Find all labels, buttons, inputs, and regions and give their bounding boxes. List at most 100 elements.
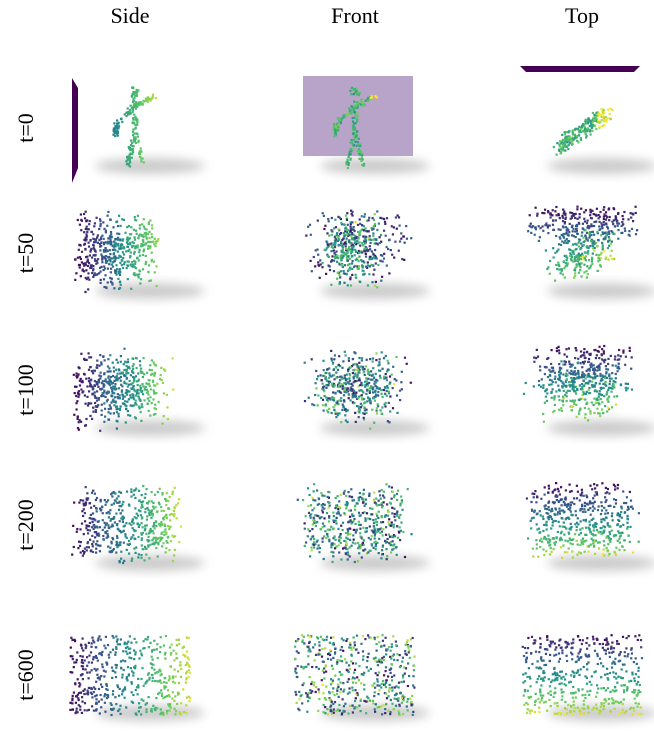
point bbox=[375, 513, 377, 515]
point bbox=[309, 224, 311, 226]
point bbox=[318, 498, 320, 500]
point bbox=[167, 418, 169, 420]
point bbox=[581, 386, 583, 388]
point bbox=[75, 402, 77, 404]
point bbox=[585, 527, 587, 529]
point bbox=[350, 399, 352, 401]
point bbox=[599, 216, 601, 218]
point bbox=[555, 390, 557, 392]
point bbox=[533, 357, 535, 359]
point bbox=[552, 209, 554, 211]
point bbox=[571, 378, 573, 380]
point bbox=[599, 221, 601, 223]
point bbox=[575, 349, 577, 351]
point bbox=[140, 151, 142, 153]
point bbox=[146, 519, 148, 521]
point bbox=[562, 526, 564, 528]
point bbox=[384, 223, 386, 225]
point bbox=[539, 510, 541, 512]
point bbox=[579, 248, 581, 250]
point bbox=[107, 535, 109, 537]
point bbox=[103, 278, 105, 280]
point bbox=[79, 256, 81, 258]
point bbox=[73, 414, 75, 416]
point bbox=[538, 380, 540, 382]
point bbox=[91, 370, 93, 372]
point bbox=[312, 523, 314, 525]
point bbox=[583, 264, 585, 266]
point bbox=[549, 260, 551, 262]
point bbox=[579, 213, 581, 215]
point bbox=[597, 350, 599, 352]
point bbox=[532, 548, 534, 550]
point bbox=[536, 215, 538, 217]
point bbox=[96, 366, 98, 368]
point bbox=[601, 227, 603, 229]
point bbox=[617, 487, 619, 489]
point bbox=[358, 499, 360, 501]
point bbox=[375, 239, 377, 241]
point bbox=[327, 243, 329, 245]
point bbox=[578, 413, 580, 415]
point bbox=[393, 496, 395, 498]
point bbox=[144, 525, 146, 527]
point bbox=[104, 499, 106, 501]
point bbox=[172, 491, 174, 493]
point bbox=[572, 372, 574, 374]
point bbox=[620, 506, 622, 508]
point bbox=[336, 261, 338, 263]
point bbox=[354, 542, 356, 544]
point bbox=[369, 392, 371, 394]
point bbox=[103, 373, 105, 375]
point bbox=[83, 358, 85, 360]
point bbox=[572, 384, 574, 386]
point bbox=[160, 374, 162, 376]
point bbox=[124, 261, 126, 263]
point bbox=[136, 122, 138, 124]
point bbox=[592, 244, 594, 246]
point bbox=[87, 260, 89, 262]
point bbox=[85, 424, 87, 426]
point bbox=[104, 274, 106, 276]
point bbox=[126, 378, 128, 380]
point bbox=[103, 238, 105, 240]
point bbox=[353, 266, 355, 268]
point bbox=[554, 252, 556, 254]
point bbox=[587, 225, 589, 227]
point bbox=[359, 218, 361, 220]
point bbox=[113, 246, 115, 248]
point bbox=[361, 382, 363, 384]
point bbox=[603, 507, 605, 509]
point bbox=[333, 127, 335, 129]
point bbox=[100, 279, 102, 281]
point bbox=[594, 247, 596, 249]
point bbox=[382, 534, 384, 536]
point bbox=[96, 533, 98, 535]
point bbox=[178, 541, 180, 543]
point bbox=[622, 352, 624, 354]
point bbox=[305, 541, 307, 543]
point bbox=[350, 284, 352, 286]
point bbox=[95, 552, 97, 554]
point bbox=[147, 544, 149, 546]
point bbox=[337, 510, 339, 512]
point bbox=[555, 381, 557, 383]
point bbox=[83, 231, 85, 233]
point bbox=[135, 400, 137, 402]
point bbox=[584, 413, 586, 415]
point bbox=[598, 395, 600, 397]
point bbox=[366, 389, 368, 391]
point bbox=[107, 268, 109, 270]
point bbox=[542, 518, 544, 520]
point bbox=[577, 517, 579, 519]
point bbox=[330, 526, 332, 528]
point bbox=[396, 525, 398, 527]
point bbox=[335, 131, 337, 133]
point bbox=[147, 509, 149, 511]
point bbox=[540, 538, 542, 540]
point bbox=[105, 255, 107, 257]
point bbox=[599, 211, 601, 213]
point bbox=[589, 130, 591, 132]
point bbox=[607, 550, 609, 552]
point bbox=[156, 285, 158, 287]
